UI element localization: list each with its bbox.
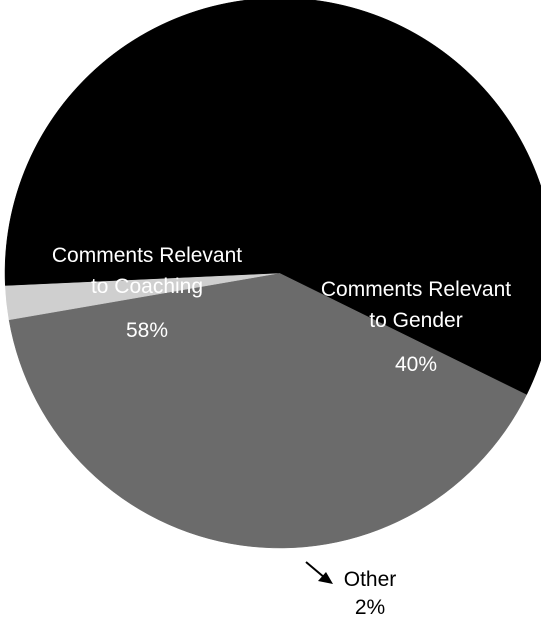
pie-slice-2 xyxy=(4,0,541,395)
other-pointer-arrowhead xyxy=(318,572,333,584)
slice-value-1: 2% xyxy=(355,596,385,619)
slice-label-line: to Gender xyxy=(369,309,462,332)
slice-label-line: to Coaching xyxy=(91,275,203,298)
pie-slice-0 xyxy=(8,272,528,549)
pie-labels: Comments Relevant to Gender 40% Other 2% Comm… xyxy=(52,244,511,619)
slice-label-1: Other xyxy=(344,568,397,591)
slice-label-line: Other xyxy=(344,568,397,591)
slice-label-2: Comments Relevant to Coaching xyxy=(52,244,242,298)
slice-value-2: 58% xyxy=(126,319,168,342)
slice-value-0: 40% xyxy=(395,353,437,376)
pie-slices xyxy=(4,0,541,549)
slice-label-0: Comments Relevant to Gender xyxy=(321,278,511,332)
slice-label-line: Comments Relevant xyxy=(321,278,511,301)
slice-label-line: Comments Relevant xyxy=(52,244,242,267)
other-pointer-line xyxy=(305,561,326,579)
